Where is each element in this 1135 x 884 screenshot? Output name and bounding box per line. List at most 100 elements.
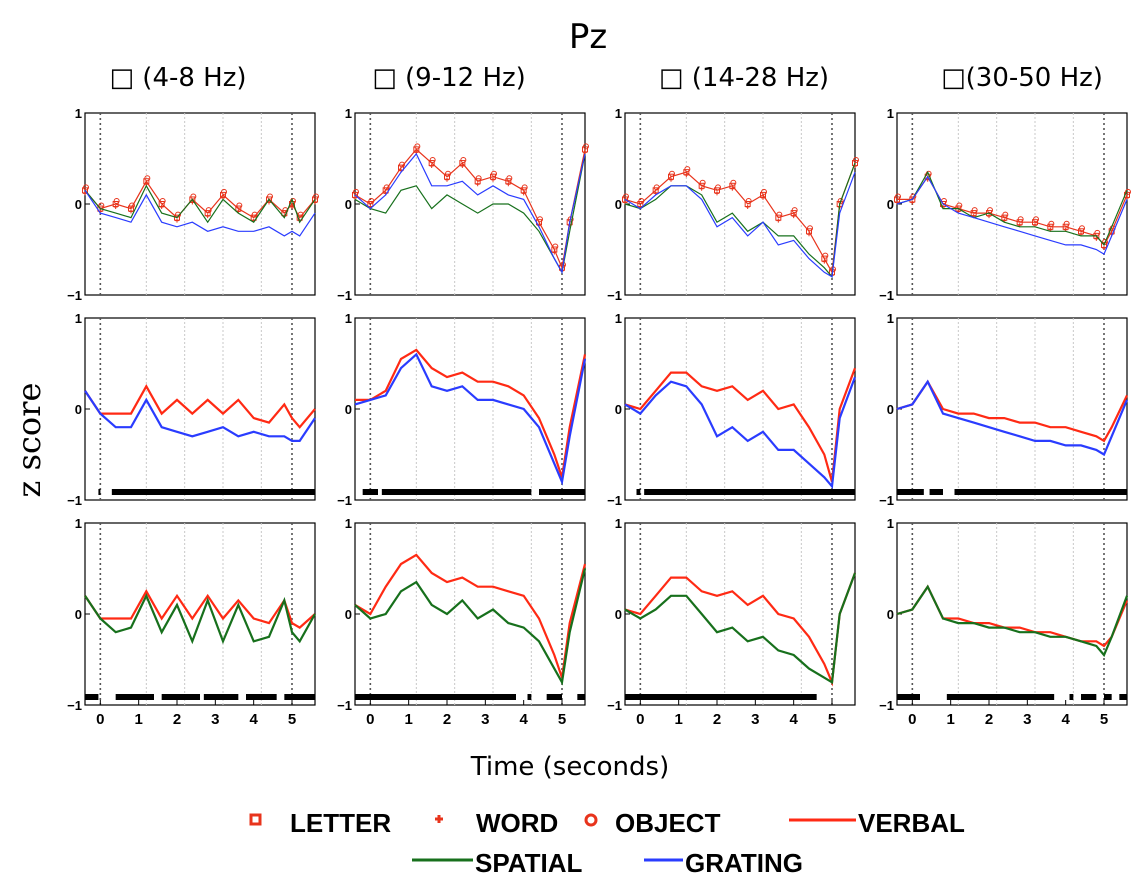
x-tick-label: 3 [211,711,219,728]
object-point [583,143,589,150]
x-tick-label: 4 [1061,711,1070,728]
x-tick-label: 3 [751,711,759,728]
series-line-spatial [354,568,587,686]
series-line-spatial [624,162,856,279]
x-tick-label: 5 [828,711,836,728]
significance-bar [111,489,315,495]
object-point [791,207,798,214]
object-point [429,157,436,164]
object-point [1102,238,1108,245]
word-point [353,195,357,200]
col-title-4: □(30-50 Hz) [941,63,1103,93]
plot-frame [896,317,1128,501]
series-line-spatial [624,572,857,685]
y-tick-label: 0 [887,607,894,622]
significance-bar [1119,694,1127,700]
series-line-grating [84,189,316,237]
y-tick-label: 1 [75,311,82,326]
word-point [715,191,719,196]
word-point [460,164,465,169]
y-axis-label: z score [10,383,48,498]
word-point [791,214,796,219]
series-line-grating [624,171,856,278]
object-point [910,193,917,200]
word-point [684,173,689,178]
object-point [506,175,513,182]
word-point [776,218,781,223]
word-point [552,250,557,255]
series-line-spatial [896,170,1128,247]
x-tick-label: 2 [173,711,181,728]
object-point [460,157,467,164]
word-point [205,214,210,219]
y-tick-label: 0 [345,402,352,417]
col-title-1: □ (4-8 Hz) [109,63,246,93]
object-point [537,216,543,223]
series-line-letter [354,148,586,270]
series-line-verbal [896,379,1128,443]
panel-r2-14-28-hz: 1 0 −1 [607,311,857,508]
y-tick-label: −1 [67,288,82,303]
y-tick-label: 0 [75,402,82,417]
series-line-verbal [355,348,587,478]
y-tick-label: 1 [345,106,352,121]
object-point [221,188,227,195]
figure-title: Pz [569,17,607,57]
y-tick-label: 1 [887,106,894,121]
plot-frame [354,522,586,706]
x-tick-label: 5 [288,711,296,728]
y-tick-label: 0 [345,197,352,212]
col-title-3: □ (14-28 Hz) [659,63,829,93]
y-tick-label: 0 [615,607,622,622]
y-tick-label: −1 [67,698,82,713]
object-point [1094,229,1101,236]
x-tick-label: 0 [636,711,644,728]
word-point [822,259,827,264]
word-point [475,182,480,187]
significance-bar [539,489,585,495]
panels-group: 1 0 −1 1 0 −1 1 0 −1 1 0 −1 1 0 −1 1 0 −1 1 0 −1 1 0 −1 1 0 −1 0 1 2 3… [67,106,1131,728]
significance-bar [1104,694,1112,700]
word-point [745,205,750,209]
object-point [205,207,212,214]
series-line-letter [624,162,856,275]
significance-bar [203,694,239,700]
object-point [129,202,135,209]
x-axis-label: Time (seconds) [470,752,669,782]
word-point [761,195,765,200]
panel-r1-9-12-hz: 1 0 −1 [337,106,589,303]
y-tick-label: 1 [887,311,894,326]
word-point [159,205,164,209]
y-tick-label: 0 [615,402,622,417]
y-tick-label: −1 [879,288,894,303]
y-tick-label: 1 [615,106,622,121]
panel-r2-30-50-hz: 1 0 −1 [879,311,1129,508]
object-point [807,225,813,232]
significance-bar [897,694,920,700]
x-tick-label: 4 [249,711,258,728]
object-point [98,202,105,209]
object-point [1048,220,1055,227]
object-point [297,211,304,218]
series-line-spatial [896,584,1129,658]
object-marker-icon [584,813,598,827]
object-point [776,211,783,218]
object-point [684,166,691,173]
y-tick-label: 1 [887,516,894,531]
plot-frame [84,522,316,706]
significance-bar [946,694,1055,700]
plot-frame [84,112,316,296]
object-point [445,170,451,177]
plot-frame [896,112,1128,296]
object-point [1063,220,1070,227]
plot-frame [624,112,856,296]
legend-label-spatial: SPATIAL [475,848,582,878]
object-point [699,179,706,186]
x-tick-label: 0 [366,711,374,728]
series-line-spatial [84,184,316,224]
object-point [1125,188,1131,195]
object-point [552,243,559,250]
series-line-grating [84,390,316,442]
significance-bar [115,694,154,700]
significance-bar [546,694,562,700]
